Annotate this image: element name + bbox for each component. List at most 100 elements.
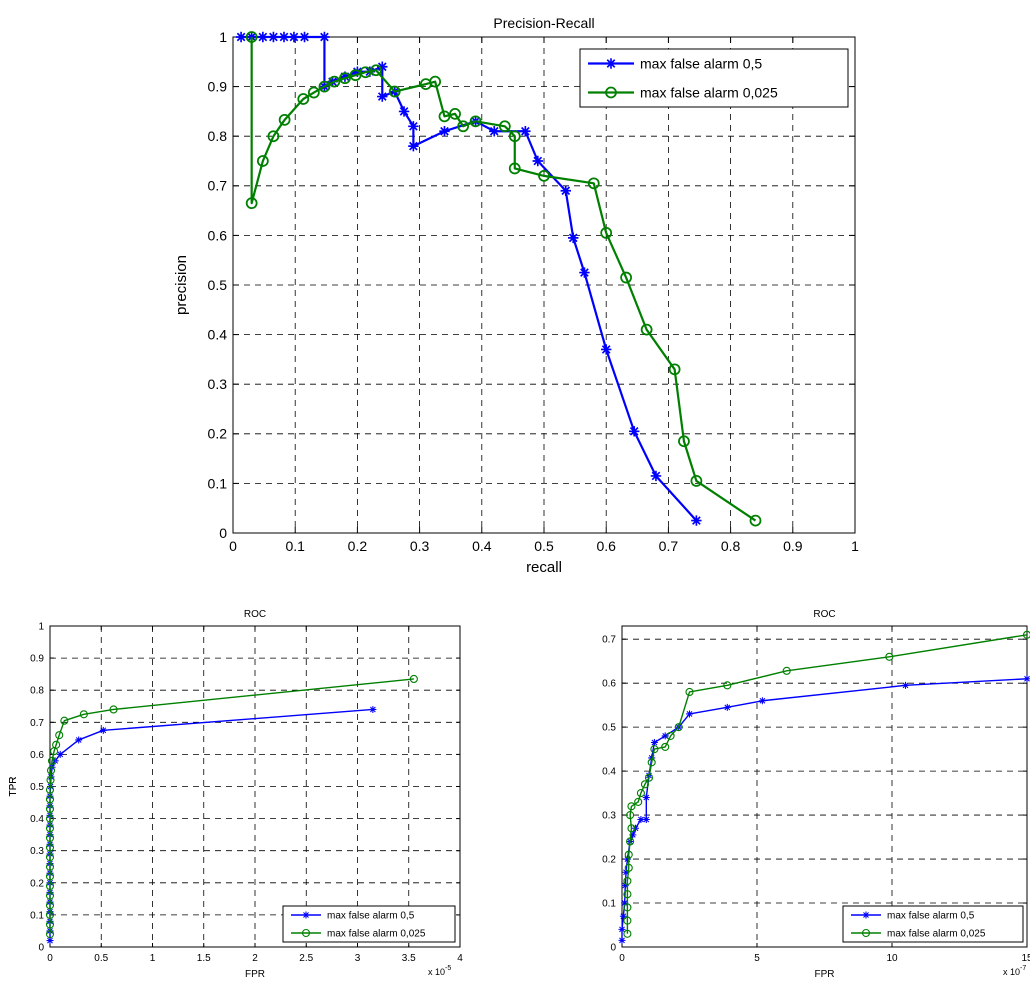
legend-marker <box>302 911 310 919</box>
x-axis-multiplier: x 10-7 <box>1003 965 1026 977</box>
legend-label: max false alarm 0,5 <box>640 55 762 71</box>
series-1 <box>623 630 1030 938</box>
x-tick-label: 1 <box>150 953 156 964</box>
data-point <box>398 106 410 117</box>
x-tick-label: 0.2 <box>348 538 368 554</box>
y-tick-label: 0.6 <box>30 750 44 761</box>
data-point <box>885 652 894 661</box>
data-point <box>47 756 57 765</box>
legend-marker <box>605 86 617 99</box>
data-point <box>235 31 247 43</box>
data-point <box>618 936 626 944</box>
data-point <box>319 31 330 43</box>
series-line <box>250 37 757 522</box>
x-tick-label: 0.3 <box>410 538 430 554</box>
data-point <box>650 470 662 482</box>
multiplier-exponent: -7 <box>1020 965 1026 972</box>
y-tick-label: 0.7 <box>208 178 228 194</box>
x-tick-label: 0.1 <box>285 538 305 554</box>
data-point <box>623 916 632 925</box>
x-tick-label: 10 <box>886 953 898 964</box>
data-point <box>409 674 418 684</box>
legend: max false alarm 0,5 max false alarm 0,025 <box>842 905 1024 943</box>
data-point <box>489 126 500 137</box>
plot-frame <box>232 36 856 534</box>
y-tick-label: 0.9 <box>30 654 44 665</box>
series-line <box>626 634 1028 934</box>
data-point <box>637 815 645 823</box>
plot-area <box>621 625 1028 948</box>
x-axis-multiplier: x 10-5 <box>428 965 451 977</box>
y-tick-label: 0.7 <box>30 718 44 729</box>
data-point <box>388 85 401 98</box>
chart-title: Precision-Recall <box>493 15 594 31</box>
data-point <box>352 66 363 77</box>
data-point <box>56 750 64 758</box>
data-point <box>339 71 351 82</box>
data-point <box>647 758 656 767</box>
data-point <box>297 93 310 105</box>
data-point <box>268 31 279 43</box>
x-tick-label: 1.5 <box>197 953 211 964</box>
x-axis-label: recall <box>526 559 562 576</box>
y-tick-label: 0.8 <box>30 686 44 697</box>
data-point <box>624 850 633 859</box>
data-point <box>749 514 762 527</box>
data-point <box>60 716 69 725</box>
data-point <box>666 731 675 740</box>
y-tick-label: 0.3 <box>602 811 616 822</box>
y-tick-label: 0.5 <box>208 277 228 293</box>
data-point <box>45 814 55 823</box>
x-axis-label: FPR <box>815 969 835 980</box>
chart-title: ROC <box>813 609 835 620</box>
data-point <box>439 126 450 137</box>
data-point <box>587 177 600 190</box>
y-tick-label: 0.6 <box>602 679 616 690</box>
y-tick-label: 0.1 <box>208 475 228 491</box>
chart-title: ROC <box>244 609 266 620</box>
data-point <box>46 776 55 785</box>
data-point <box>634 797 643 806</box>
data-point <box>307 86 320 99</box>
data-point <box>642 815 650 823</box>
data-point <box>377 91 388 102</box>
legend-box <box>842 905 1024 943</box>
data-point <box>45 853 55 862</box>
data-point <box>640 323 653 336</box>
y-axis-label: TPR <box>8 777 19 797</box>
data-point <box>377 61 388 72</box>
x-tick-label: 3.5 <box>402 953 416 964</box>
data-point <box>902 681 909 689</box>
data-point <box>640 780 650 789</box>
legend-label: max false alarm 0,025 <box>887 929 986 940</box>
data-point <box>686 710 693 718</box>
data-point <box>623 929 632 938</box>
data-point <box>469 115 482 128</box>
data-point <box>627 802 636 811</box>
data-point <box>579 267 590 278</box>
y-tick-label: 0.5 <box>30 782 44 793</box>
data-point <box>109 705 118 714</box>
y-tick-label: 0 <box>219 525 227 541</box>
y-tick-label: 0.4 <box>602 767 616 778</box>
data-point <box>626 811 635 820</box>
x-tick-label: 5 <box>754 953 760 964</box>
data-point <box>45 881 55 891</box>
data-point <box>45 833 55 842</box>
data-point <box>532 155 543 167</box>
legend-label: max false alarm 0,025 <box>327 929 426 940</box>
x-tick-label: 1 <box>851 538 859 554</box>
legend-marker <box>605 58 617 69</box>
data-point <box>538 170 550 182</box>
data-point <box>629 831 637 839</box>
data-point <box>678 435 690 448</box>
x-tick-label: 0.6 <box>596 538 616 554</box>
data-point <box>45 785 55 794</box>
data-point <box>45 795 55 804</box>
data-point <box>45 862 55 871</box>
data-point <box>601 344 612 355</box>
data-point <box>288 31 300 43</box>
y-tick-label: 1 <box>38 622 44 633</box>
x-tick-label: 0.5 <box>534 538 554 554</box>
